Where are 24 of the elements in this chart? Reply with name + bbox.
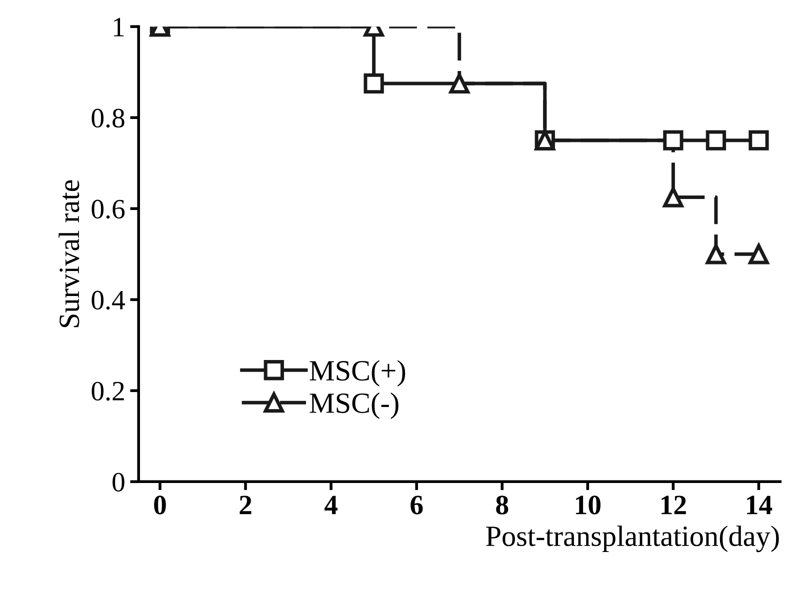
y-axis-title: Survival rate: [58, 180, 80, 328]
x-tick-label: 10: [576, 496, 600, 514]
x-tick-label: 12: [662, 496, 686, 514]
x-tick-label: 2: [240, 496, 252, 514]
y-tick-label: 1: [114, 18, 124, 36]
point: [449, 73, 470, 94]
x-tick-label: 6: [410, 496, 423, 514]
x-tick-label: 14: [747, 496, 772, 514]
x-axis-title: Post-transplantation(day): [486, 526, 779, 552]
point: [663, 130, 684, 150]
point: [706, 130, 726, 150]
y-tick-label: 0: [112, 472, 124, 492]
x-tick-label: 4: [324, 496, 338, 514]
y-tick-label: 0.4: [92, 290, 125, 310]
y-tick-label: 0.6: [92, 200, 125, 219]
legend-label: MSC(-): [310, 392, 398, 420]
point: [748, 130, 769, 150]
x-tick-label: 8: [496, 496, 508, 514]
y-tick-label: 0.2: [92, 382, 124, 401]
point: [364, 73, 384, 94]
point: [663, 187, 684, 208]
legend-label: MSC(+): [310, 360, 406, 387]
x-tick-label: 0: [154, 496, 166, 514]
y-tick-label: 0.8: [92, 108, 124, 128]
